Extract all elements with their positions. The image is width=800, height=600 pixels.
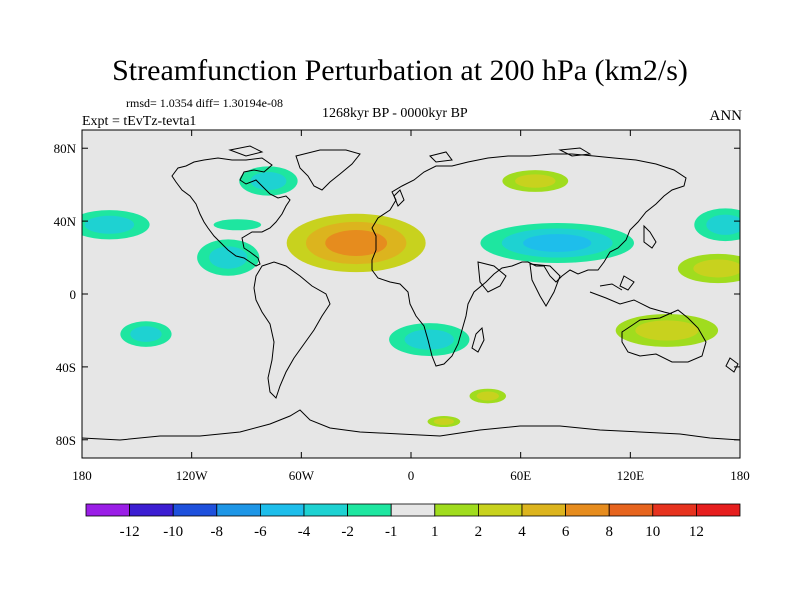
- colorbar-label: 10: [645, 524, 660, 540]
- colorbar-swatch: [696, 503, 741, 517]
- colorbar-swatch: [434, 503, 479, 517]
- colorbar-label: -2: [341, 524, 354, 540]
- anomaly-s-indian-high: [469, 388, 507, 404]
- colorbar-swatch: [216, 503, 261, 517]
- anomaly-w-pacific-low: [694, 208, 740, 242]
- colorbar-swatch: [390, 503, 436, 517]
- anomaly-s-pacific-low: [120, 321, 172, 347]
- y-tick-label: 40N: [54, 214, 77, 229]
- india-coast: [529, 263, 561, 307]
- colorbar-swatch: [347, 503, 392, 517]
- chart-title: Streamfunction Perturbation at 200 hPa (…: [112, 54, 688, 87]
- british-isles-coast: [393, 189, 405, 207]
- colorbar-label: -10: [163, 524, 183, 540]
- contour-n-atlantic-high-6: [325, 229, 388, 256]
- anomaly-e-pacific-low-east: [197, 239, 260, 276]
- anomaly-s-atlantic-low: [389, 323, 470, 356]
- australia-coast: [621, 309, 707, 363]
- anomaly-southern-ocean-high: [427, 416, 461, 428]
- arabia-coast: [477, 261, 507, 293]
- x-tick-label: 60W: [289, 468, 315, 483]
- antarctica-coast: [82, 409, 740, 441]
- colorbar-label: -6: [254, 524, 267, 540]
- contour-southern-ocean-high-2: [433, 418, 454, 425]
- x-tick-label: 0: [408, 468, 415, 483]
- eurasia-africa-coast: [371, 153, 687, 367]
- colorbar-swatch: [259, 503, 305, 517]
- new-zealand-coast: [725, 357, 739, 373]
- contour-e-pacific-low-east--2: [209, 246, 248, 269]
- colorbar-swatch: [172, 503, 218, 517]
- map-axes: 180 120W 60W 0 60E 120E 180 80N 40N 0 40S 80S: [54, 130, 750, 483]
- season-label: ANN: [709, 108, 743, 124]
- contour-n-america-low--2: [250, 172, 287, 191]
- contour-siberia-high-2: [515, 174, 556, 188]
- colorbar-swatch: [608, 503, 654, 517]
- colorbar-label: 4: [518, 524, 526, 540]
- colorbar-label: 8: [605, 524, 613, 540]
- south-america-coast: [253, 261, 331, 399]
- y-tick-label: 40S: [56, 360, 76, 375]
- colorbar-swatch: [85, 503, 130, 517]
- colorbar-swatch: [565, 503, 610, 517]
- colorbar-swatch: [477, 503, 523, 517]
- rmsd-diff-stats: rmsd= 1.0354 diff= 1.30194e-08: [126, 96, 283, 110]
- maritime-continent-coast: [589, 275, 673, 315]
- north-america-coast: [171, 157, 291, 267]
- greenland-coast: [295, 149, 361, 191]
- x-tick-label: 180: [730, 468, 750, 483]
- colorbar-swatch: [521, 503, 566, 517]
- colorbar-label: -8: [211, 524, 224, 540]
- anomaly-pacific-high: [677, 253, 740, 284]
- contour-w-pacific-low--2: [706, 214, 740, 235]
- time-period-label: 1268kyr BP - 0000kyr BP: [322, 106, 468, 121]
- anomaly-contours: [82, 166, 740, 428]
- x-tick-label: 180: [72, 468, 92, 483]
- colorbar-label: -1: [385, 524, 398, 540]
- madagascar-coast: [471, 326, 485, 353]
- contour-e-pacific-low-west--2: [84, 215, 135, 234]
- coastlines: [82, 145, 740, 441]
- colorbar-label: 1: [431, 524, 439, 540]
- japan-coast: [643, 224, 657, 249]
- anomaly-siberia-high: [502, 170, 569, 192]
- anomaly-asia-low: [480, 222, 635, 263]
- contour-australia-high-2: [635, 320, 699, 341]
- experiment-label: Expt = tEvTz-tevta1: [82, 114, 197, 129]
- contour-s-atlantic-low--2: [404, 329, 454, 350]
- arctic-islands-coast: [228, 145, 592, 163]
- y-tick-label: 0: [70, 287, 77, 302]
- y-tick-label: 80N: [54, 141, 77, 156]
- contour-mexico-low--1: [213, 219, 262, 231]
- contour-s-indian-high-2: [476, 391, 499, 401]
- contour-pacific-high-2: [693, 259, 740, 278]
- anomaly-n-atlantic-high: [286, 213, 426, 273]
- x-tick-label: 60E: [510, 468, 531, 483]
- contour-s-pacific-low--2: [130, 326, 162, 342]
- x-tick-label: 120E: [617, 468, 645, 483]
- map-background: [82, 130, 740, 458]
- colorbar-label: 12: [689, 524, 704, 540]
- colorbar-swatch: [652, 503, 697, 517]
- anomaly-australia-high: [615, 314, 719, 347]
- anomaly-mexico-low: [213, 219, 262, 231]
- anomaly-n-america-low: [239, 166, 298, 196]
- y-tick-label: 80S: [56, 433, 76, 448]
- colorbar-label: 6: [562, 524, 570, 540]
- colorbar-label: 2: [475, 524, 483, 540]
- x-tick-label: 120W: [176, 468, 209, 483]
- anomaly-e-pacific-low-west: [82, 210, 150, 240]
- colorbar-label: -12: [120, 524, 140, 540]
- colorbar-swatch: [303, 503, 348, 517]
- colorbar-swatch: [129, 503, 174, 517]
- colorbar-label: -4: [298, 524, 311, 540]
- contour-asia-low--4: [523, 234, 592, 252]
- colorbar: -12 -10 -8 -6 -4 -2 -1 1 2 4 6 8 10 12: [85, 503, 741, 540]
